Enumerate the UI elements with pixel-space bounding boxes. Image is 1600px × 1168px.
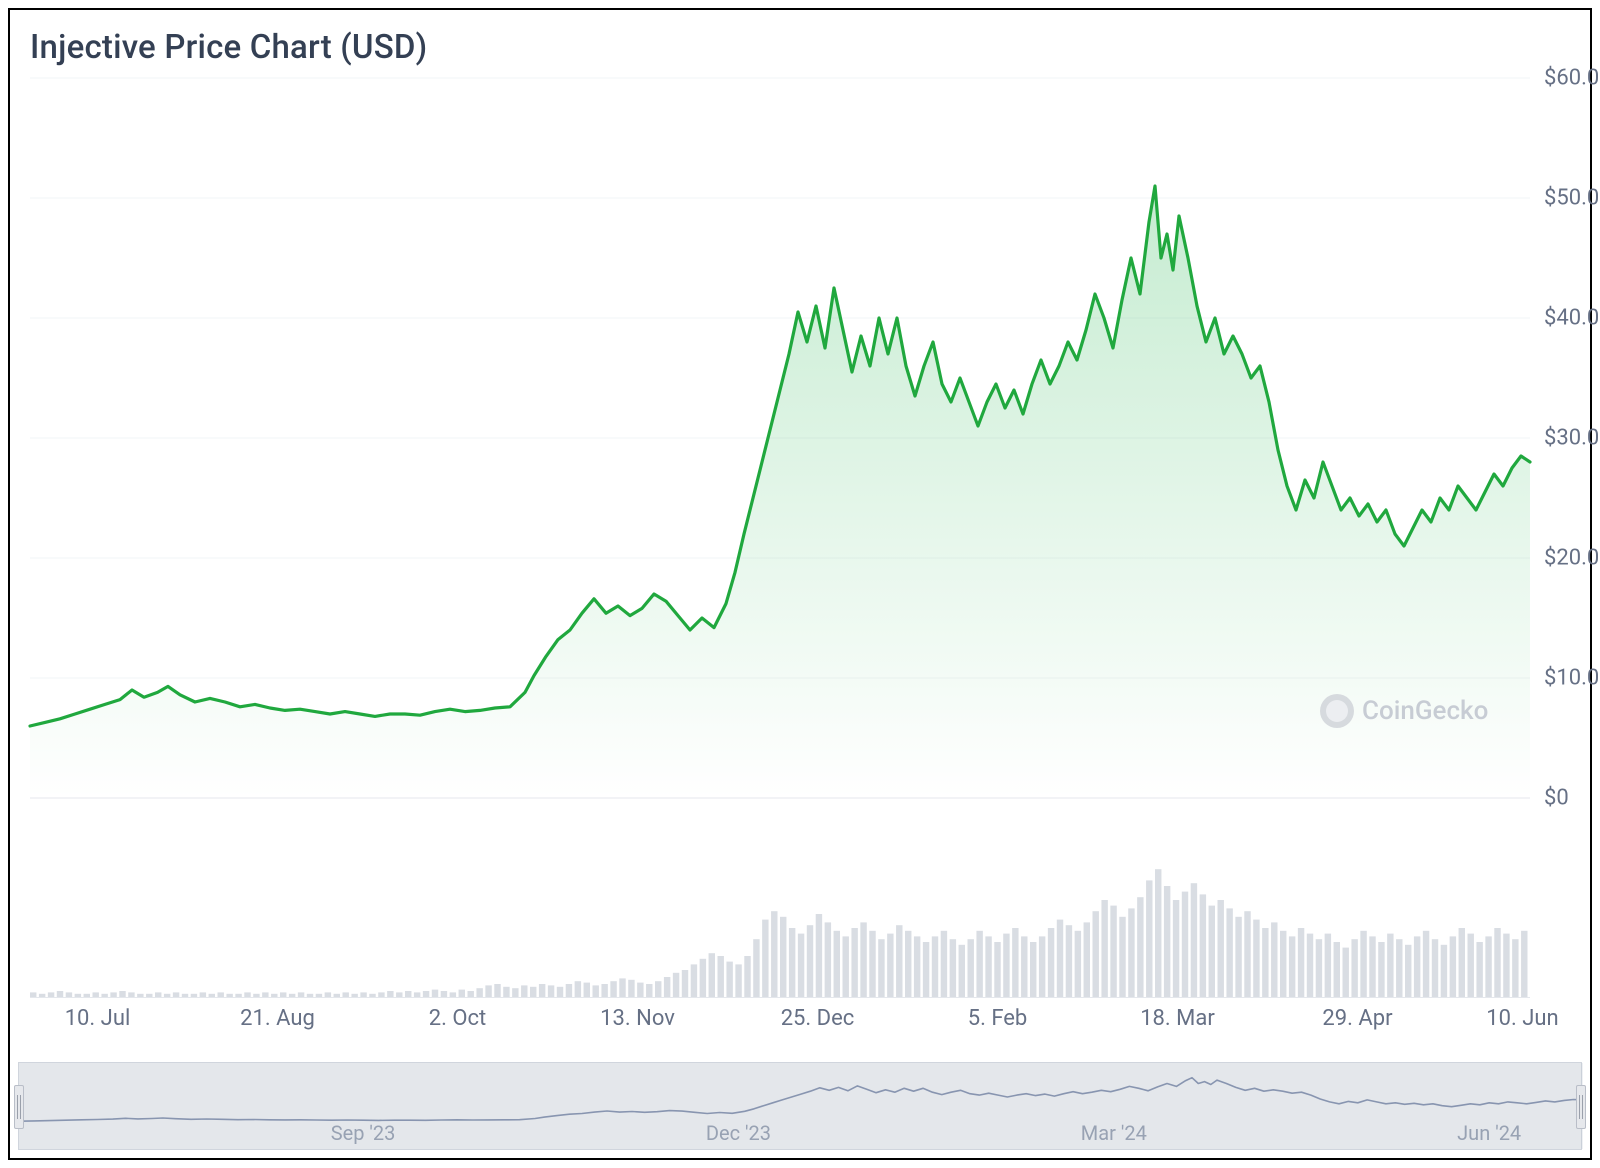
- navigator-tick-label: Mar '24: [1081, 1121, 1147, 1145]
- x-axis-labels: 10. Jul 21. Aug 2. Oct 13. Nov 25. Dec 5. Feb…: [30, 1006, 1530, 1038]
- navigator-handle-left[interactable]: [14, 1085, 24, 1129]
- y-tick-label: $60.00: [1544, 66, 1600, 91]
- x-tick-label: 18. Mar: [1140, 1006, 1215, 1031]
- price-series: [30, 78, 1530, 798]
- range-navigator[interactable]: Sep '23 Dec '23 Mar '24 Jun '24: [18, 1062, 1582, 1150]
- navigator-tick-label: Sep '23: [331, 1121, 396, 1145]
- volume-panel: [30, 858, 1530, 998]
- watermark-text: CoinGecko: [1362, 696, 1488, 726]
- x-tick-label: 13. Nov: [600, 1006, 675, 1031]
- gecko-icon: [1320, 694, 1354, 728]
- y-tick-label: $20.00: [1544, 546, 1600, 571]
- navigator-selection[interactable]: [19, 1063, 1583, 1149]
- x-tick-label: 25. Dec: [781, 1006, 855, 1031]
- volume-baseline: [30, 997, 1530, 998]
- y-tick-label: $30.00: [1544, 426, 1600, 451]
- x-tick-label: 10. Jun: [1486, 1006, 1558, 1031]
- chart-title: Injective Price Chart (USD): [30, 28, 427, 67]
- x-tick-label: 10. Jul: [65, 1006, 131, 1031]
- chart-frame: Injective Price Chart (USD) $0$10.00$20.…: [8, 8, 1592, 1160]
- volume-bars: [30, 858, 1530, 998]
- y-tick-label: $40.00: [1544, 306, 1600, 331]
- y-tick-label: $50.00: [1544, 186, 1600, 211]
- price-plot[interactable]: $0$10.00$20.00$30.00$40.00$50.00$60.00 C…: [30, 78, 1530, 798]
- y-tick-label: $0: [1544, 786, 1600, 811]
- watermark: CoinGecko: [1320, 694, 1544, 728]
- x-tick-label: 2. Oct: [429, 1006, 486, 1031]
- navigator-handle-right[interactable]: [1576, 1085, 1586, 1129]
- navigator-tick-label: Dec '23: [706, 1121, 771, 1145]
- x-tick-label: 21. Aug: [240, 1006, 315, 1031]
- y-tick-label: $10.00: [1544, 666, 1600, 691]
- navigator-tick-label: Jun '24: [1457, 1121, 1521, 1145]
- x-tick-label: 29. Apr: [1322, 1006, 1392, 1031]
- x-tick-label: 5. Feb: [968, 1006, 1028, 1031]
